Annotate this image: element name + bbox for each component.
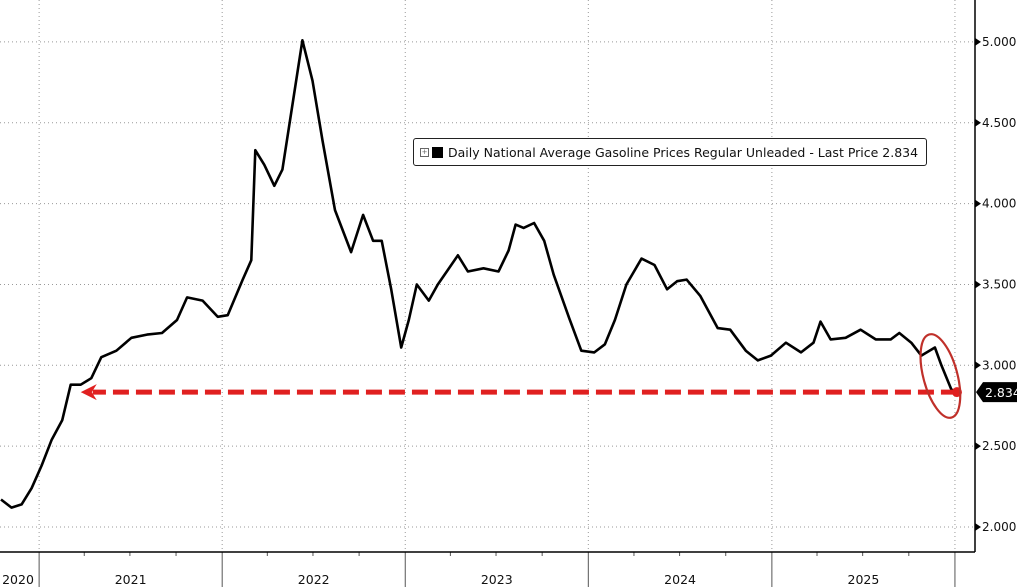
y-tick-mark <box>975 523 981 531</box>
expand-icon[interactable]: + <box>420 147 429 157</box>
legend-text: Daily National Average Gasoline Prices R… <box>448 144 919 160</box>
y-tick-mark <box>975 442 981 451</box>
x-tick-label: 2023 <box>481 572 513 587</box>
x-tick-label: 2025 <box>848 572 880 587</box>
y-tick-mark <box>975 280 981 289</box>
y-tick-label: 4.500 <box>982 116 1016 130</box>
y-tick-label: 4.000 <box>982 197 1016 211</box>
y-tick-mark <box>975 199 981 208</box>
y-tick-label: 3.000 <box>982 358 1016 372</box>
arrow-head <box>80 384 97 401</box>
y-tick-mark <box>975 118 981 127</box>
y-tick-label: 2.000 <box>982 520 1016 534</box>
legend: + Daily National Average Gasoline Prices… <box>413 138 928 166</box>
x-tick-label: 2021 <box>115 572 147 587</box>
y-tick-mark <box>975 361 981 370</box>
legend-swatch <box>432 146 443 158</box>
x-tick-label: 2020 <box>2 572 34 587</box>
y-tick-label: 5.000 <box>982 35 1016 49</box>
y-tick-label: 2.500 <box>982 439 1016 453</box>
y-tick-label: 3.500 <box>982 277 1016 291</box>
y-tick-mark <box>975 37 981 46</box>
highlight-ellipse <box>919 333 962 419</box>
price-line <box>0 38 958 509</box>
last-price-label: 2.834 <box>985 385 1017 400</box>
x-tick-label: 2022 <box>298 572 330 587</box>
x-tick-label: 2024 <box>664 572 696 587</box>
last-price-badge <box>976 382 1017 403</box>
